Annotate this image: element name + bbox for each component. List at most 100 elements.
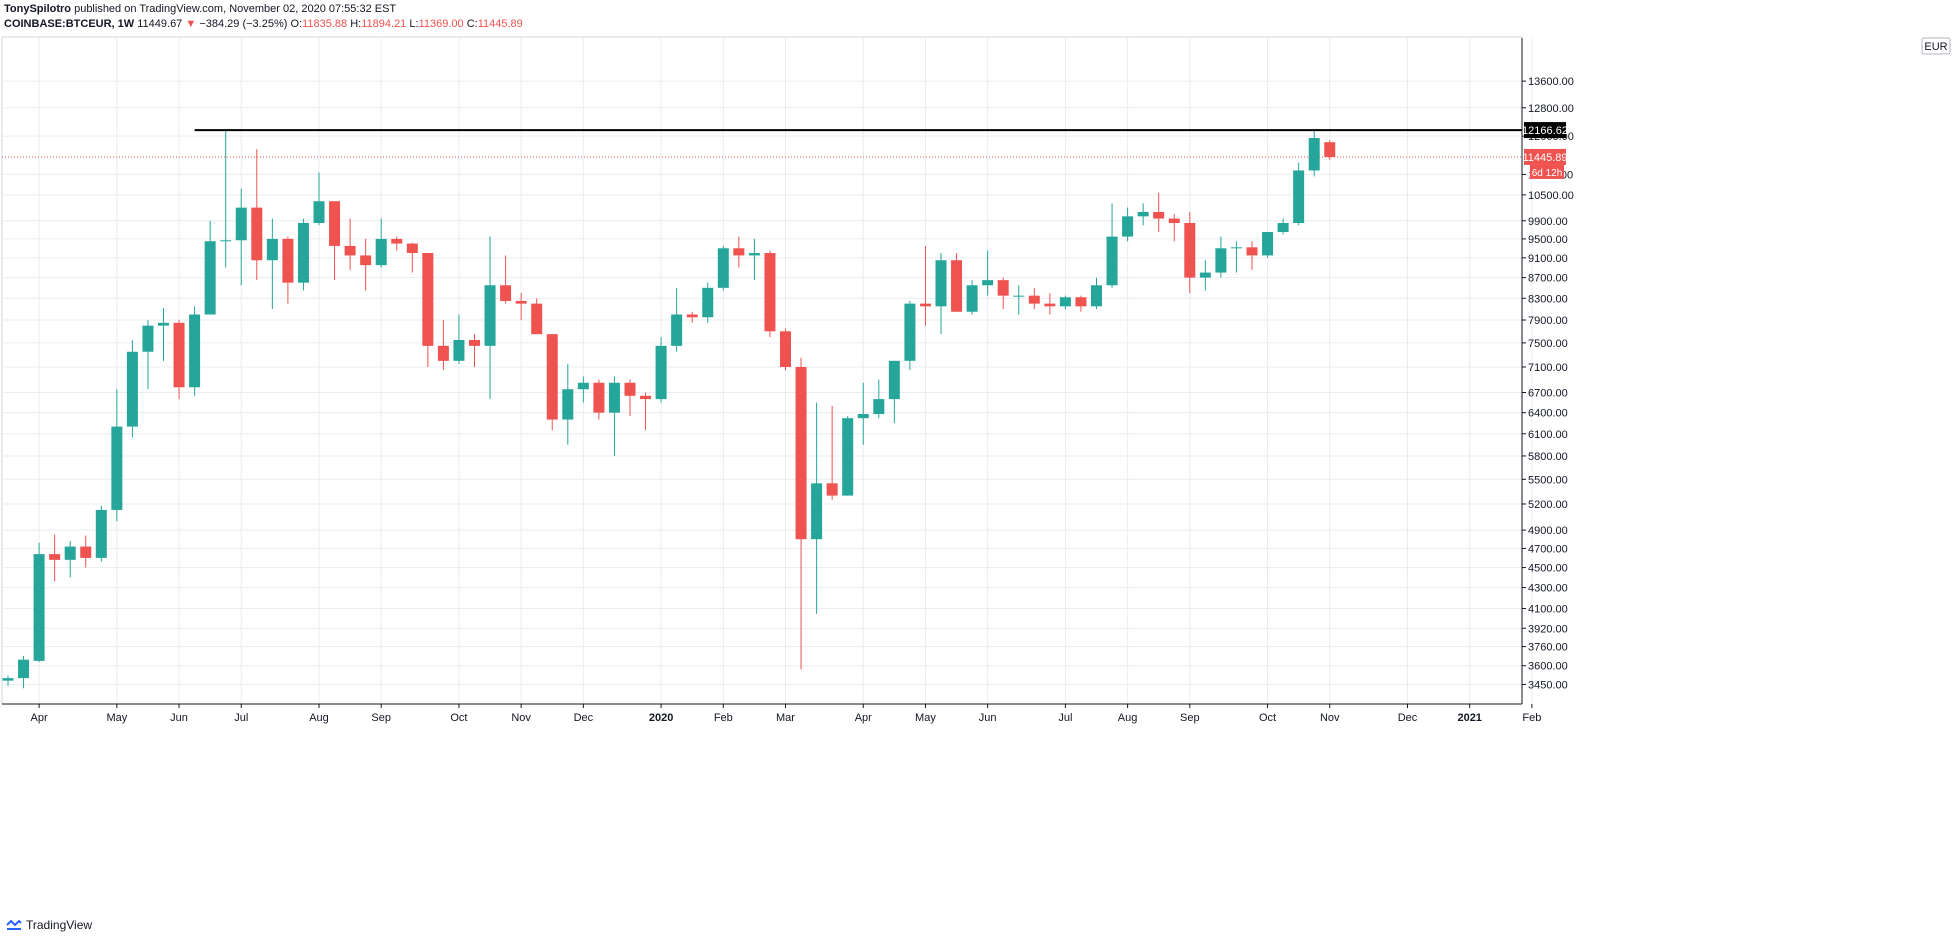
- candle-body: [1199, 272, 1211, 278]
- price-change: −384.29 (−3.25%): [199, 18, 288, 30]
- candle: [546, 334, 558, 431]
- x-tick-label: Oct: [1259, 712, 1276, 724]
- candle: [1324, 140, 1336, 160]
- candle-body: [453, 339, 465, 361]
- candle-body: [671, 314, 683, 346]
- candle: [640, 392, 652, 431]
- candle: [935, 253, 947, 335]
- candle: [391, 236, 403, 251]
- candle: [469, 334, 480, 367]
- y-tick-label: 10500.00: [1528, 190, 1574, 202]
- close-value: 11445.89: [477, 18, 523, 30]
- y-tick-label: 4700.00: [1528, 543, 1568, 555]
- y-tick-label: 3450.00: [1528, 679, 1568, 691]
- candle-body: [733, 248, 745, 256]
- candle-body: [935, 260, 947, 307]
- grid-lines: [2, 38, 1533, 704]
- candle-body: [764, 253, 776, 332]
- candle-body: [1246, 247, 1258, 256]
- candle: [1075, 295, 1087, 312]
- symbol-label[interactable]: COINBASE:BTCEUR, 1W: [4, 18, 135, 30]
- candle: [266, 218, 278, 310]
- candle-body: [951, 260, 963, 312]
- candle-body: [406, 243, 418, 254]
- candle: [142, 320, 154, 390]
- x-tick-label: Sep: [371, 712, 391, 724]
- candle-body: [888, 360, 900, 400]
- y-tick-label: 9100.00: [1528, 253, 1568, 265]
- y-tick-label: 8700.00: [1528, 273, 1568, 285]
- candle: [919, 245, 931, 326]
- candle: [857, 382, 869, 445]
- x-tick-label: Dec: [574, 712, 594, 724]
- x-tick-label: Sep: [1180, 712, 1200, 724]
- y-tick-label: 6100.00: [1528, 429, 1568, 441]
- candle-body: [126, 351, 138, 427]
- y-tick-label: 5500.00: [1528, 474, 1568, 486]
- open-value: 11835.88: [302, 18, 348, 30]
- currency-badge: [1921, 37, 1951, 55]
- candle: [111, 389, 123, 522]
- candle-body: [1075, 297, 1087, 307]
- candle: [1013, 285, 1025, 315]
- candle-body: [624, 382, 636, 396]
- x-tick-label: May: [106, 712, 127, 724]
- candle-body: [702, 287, 714, 318]
- candle: [80, 535, 92, 568]
- x-tick-label: 2020: [649, 712, 673, 724]
- candle-body: [1308, 137, 1320, 171]
- candle-body: [531, 303, 543, 335]
- candle: [1106, 203, 1118, 288]
- low-label: L:: [409, 18, 419, 30]
- candle-body: [842, 418, 854, 496]
- candle: [1230, 241, 1242, 273]
- x-tick-label: Nov: [1320, 712, 1340, 724]
- candle: [1168, 214, 1180, 242]
- candle: [655, 337, 667, 403]
- brand-label[interactable]: TradingView: [26, 918, 93, 932]
- x-tick-label: Aug: [309, 712, 329, 724]
- candle: [2, 675, 14, 686]
- candle-body: [344, 245, 356, 256]
- candle-body: [608, 382, 620, 413]
- author-name[interactable]: TonySpilotro: [4, 3, 72, 15]
- candle: [1153, 192, 1165, 233]
- x-tick-label: Nov: [511, 712, 531, 724]
- chart-frame[interactable]: 3450.00 3600.00 3760.00 3920.00 4100.00 4300.…: [0, 36, 1960, 936]
- candle: [437, 320, 449, 371]
- candle: [515, 293, 527, 321]
- y-tick-label: 4100.00: [1528, 604, 1568, 616]
- publish-date: published on TradingView.com, November 0…: [74, 3, 397, 15]
- candle-body: [1059, 297, 1071, 307]
- x-tick-label: Jul: [1058, 712, 1072, 724]
- candle-body: [500, 285, 512, 301]
- candle: [422, 253, 434, 367]
- candle: [1277, 218, 1289, 235]
- last-price-value: 11449.67: [137, 18, 183, 30]
- candle-body: [220, 240, 232, 242]
- x-tick-label: Mar: [776, 712, 795, 724]
- candle: [1028, 287, 1040, 310]
- candle: [500, 255, 512, 304]
- candle-body: [717, 248, 729, 288]
- candle: [1262, 232, 1274, 258]
- y-tick-label: 13600.00: [1528, 76, 1574, 88]
- y-tick-label: 5800.00: [1528, 451, 1568, 463]
- candle: [360, 238, 372, 291]
- x-tick-label: Apr: [31, 712, 48, 724]
- candle-body: [748, 253, 760, 256]
- candle-body: [593, 382, 605, 413]
- x-tick-label: Oct: [450, 712, 467, 724]
- candle-body: [111, 426, 123, 510]
- candle: [1184, 211, 1196, 294]
- candle-body: [235, 207, 247, 241]
- y-tick-label: 4500.00: [1528, 563, 1568, 575]
- candle-body: [546, 334, 558, 420]
- candle: [1246, 241, 1258, 271]
- candlestick-chart[interactable]: 3450.00 3600.00 3760.00 3920.00 4100.00 4300.…: [0, 36, 1960, 918]
- candle-body: [469, 339, 480, 346]
- candle-body: [997, 280, 1009, 296]
- candle: [344, 218, 356, 271]
- candle: [842, 416, 854, 496]
- candle: [686, 311, 698, 323]
